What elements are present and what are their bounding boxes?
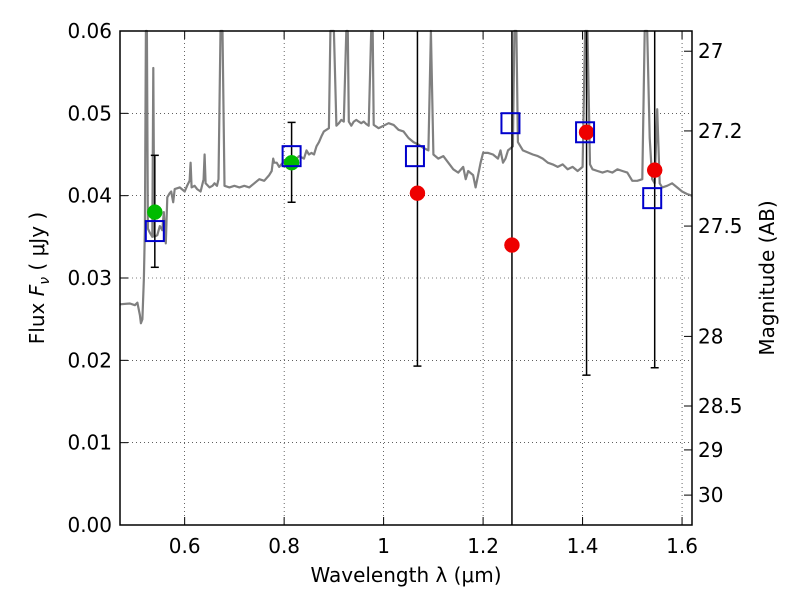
right-tick-label: 28.5 <box>698 394 743 418</box>
spectrum-line <box>119 29 693 325</box>
x-tick-label: 0.6 <box>169 534 201 558</box>
spectrum-layer <box>119 29 693 325</box>
model-photometry-square <box>144 220 165 243</box>
x-tick-label: 1.4 <box>567 534 599 558</box>
y-tick-label: 0.00 <box>67 513 112 537</box>
grid-lines <box>120 31 692 525</box>
y-tick-label: 0.01 <box>67 431 112 455</box>
model-photometry-square <box>500 112 521 135</box>
right-tick-label: 29 <box>698 438 723 462</box>
x-tick-label: 1.6 <box>666 534 698 558</box>
limit-point <box>504 237 520 253</box>
model-photometry-square <box>642 187 663 210</box>
detection-point <box>147 204 163 220</box>
x-tick-label: 1 <box>377 534 390 558</box>
y-tick-label: 0.04 <box>67 184 112 208</box>
limit-point <box>646 162 663 178</box>
x-tick-label: 0.8 <box>268 534 300 558</box>
y-tick-label: 0.05 <box>67 101 112 125</box>
limit-point <box>578 124 595 141</box>
y-tick-label: 0.03 <box>67 266 112 290</box>
model-photometry-square <box>281 145 302 168</box>
x-tick-label: 1.2 <box>467 534 499 558</box>
y-axis-label-left: Flux Fν ( μJy ) <box>25 212 53 344</box>
right-tick-label: 27.5 <box>698 214 743 238</box>
detection-point <box>283 154 300 171</box>
right-tick-label: 27 <box>698 39 723 63</box>
right-tick-label: 30 <box>698 483 723 507</box>
y-tick-label: 0.06 <box>67 19 112 43</box>
y-axis-label-right: Magnitude (AB) <box>755 200 779 355</box>
limit-point <box>409 185 426 201</box>
tick-layer: 0.6 0.8 1 1.2 1.4 1.6 0.00 0.01 0.02 0.03 0.04 0.05… <box>67 19 742 558</box>
y-tick-label: 0.02 <box>67 348 112 372</box>
marker-layer <box>144 112 663 253</box>
plot-frame <box>119 30 693 526</box>
right-tick-label: 27.2 <box>698 119 743 143</box>
x-axis-label: Wavelength λ (μm) <box>310 563 501 587</box>
right-tick-label: 28 <box>698 324 723 348</box>
model-photometry-square <box>575 121 596 144</box>
model-photometry-square <box>404 145 425 168</box>
